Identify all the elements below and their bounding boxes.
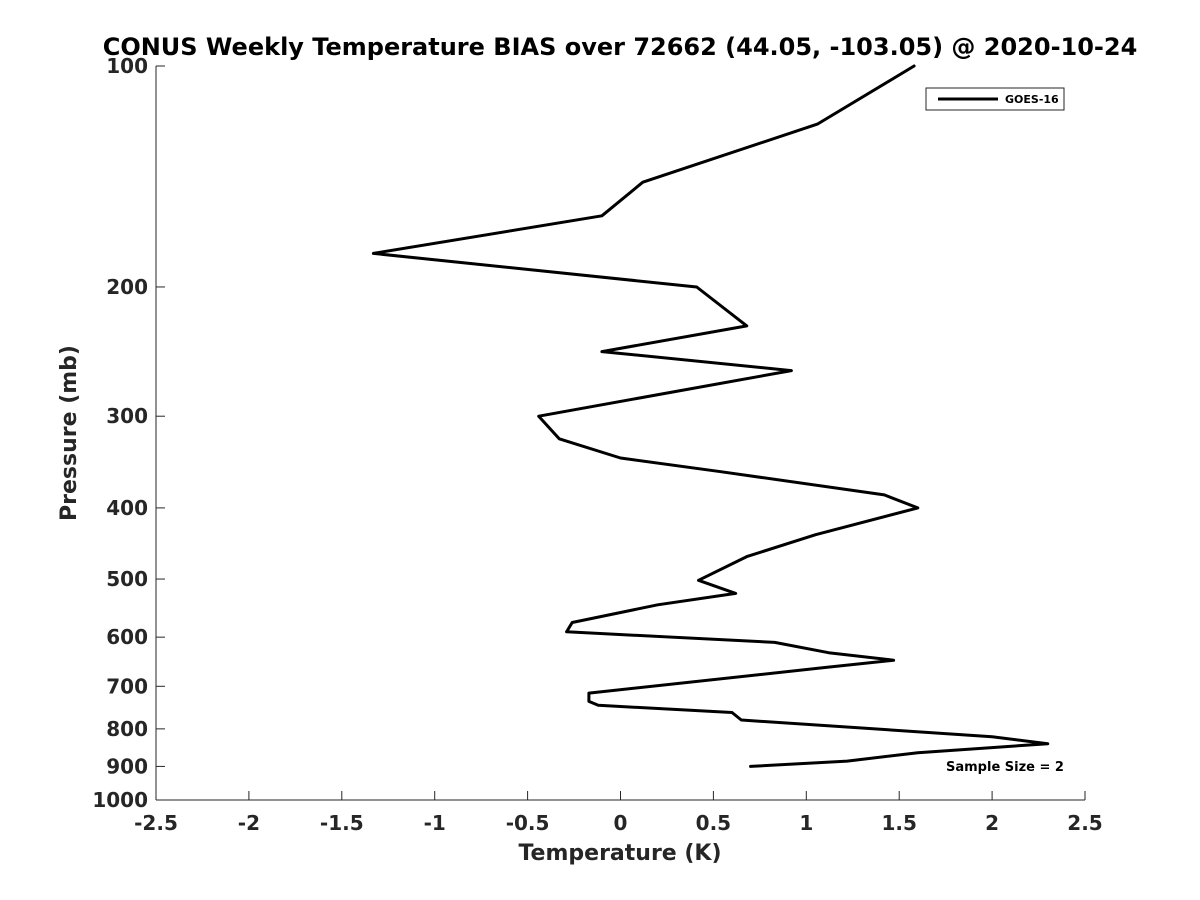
x-tick-label: -2.5 [134,811,178,835]
data-point [587,700,591,703]
x-axis-ticks: -2.5 -2 -1.5 -1 -0.5 0 0.5 1 1.5 2 2.5 [134,791,1103,835]
y-tick-label: 100 [106,54,148,78]
data-point [740,718,743,722]
data-point [656,603,659,606]
data-point [697,579,700,582]
data-point [565,630,568,633]
x-tick-label: 2.5 [1067,811,1102,835]
data-point [730,711,734,714]
data-point [587,691,591,695]
data-point [749,765,752,768]
data-point [823,666,827,669]
chart-title: CONUS Weekly Temperature BIAS over 72662… [103,33,1138,61]
data-point [916,506,919,510]
data-point [814,533,817,536]
data-point [372,252,375,255]
data-point [846,759,849,763]
data-point [883,493,886,497]
x-axis-label: Temperature (K) [518,841,721,866]
y-tick-label: 600 [106,625,148,649]
data-point [827,651,830,654]
data-point [537,415,540,418]
data-point [600,214,604,217]
y-axis-label: Pressure (mb) [57,345,82,521]
x-tick-label: 0 [614,811,628,835]
data-point [816,122,819,126]
data-point [597,704,600,707]
x-tick-label: -0.5 [506,811,550,835]
x-tick-label: 1 [799,811,813,835]
data-point [734,592,737,595]
data-point [773,641,776,644]
x-tick-label: 1.5 [881,811,916,835]
data-series [371,64,1050,768]
data-point [719,470,722,473]
data-point [745,555,748,558]
y-tick-label: 300 [106,404,148,428]
y-tick-label: 800 [106,717,148,741]
data-point [600,350,604,353]
sample-size-annotation: Sample Size = 2 [946,760,1064,775]
data-point [745,324,748,328]
data-point [619,456,622,460]
data-point [641,181,644,184]
y-tick-label: 400 [106,496,148,520]
data-point [695,285,698,289]
data-point [916,751,919,754]
x-tick-label: -1 [424,811,446,835]
legend-entry-goes16: GOES-16 [1005,93,1059,106]
series-line-goes16 [371,64,1050,768]
y-tick-label: 500 [106,567,148,591]
x-tick-label: 0.5 [696,811,731,835]
x-tick-label: -1.5 [320,811,364,835]
data-point [1046,742,1050,745]
data-point [558,437,561,440]
legend: GOES-16 [925,87,1065,111]
data-point [912,64,916,68]
y-tick-label: 1000 [92,788,148,812]
y-axis-ticks: 100 200 300 400 500 600 700 800 900 1000 [92,54,165,812]
data-point [790,369,793,372]
y-tick-label: 700 [106,674,148,698]
data-point [990,735,994,738]
x-tick-label: -2 [238,811,260,835]
x-tick-label: 2 [985,811,999,835]
data-point [892,659,895,662]
y-tick-label: 200 [106,275,148,299]
data-point [571,621,574,624]
y-tick-label: 900 [106,754,148,778]
